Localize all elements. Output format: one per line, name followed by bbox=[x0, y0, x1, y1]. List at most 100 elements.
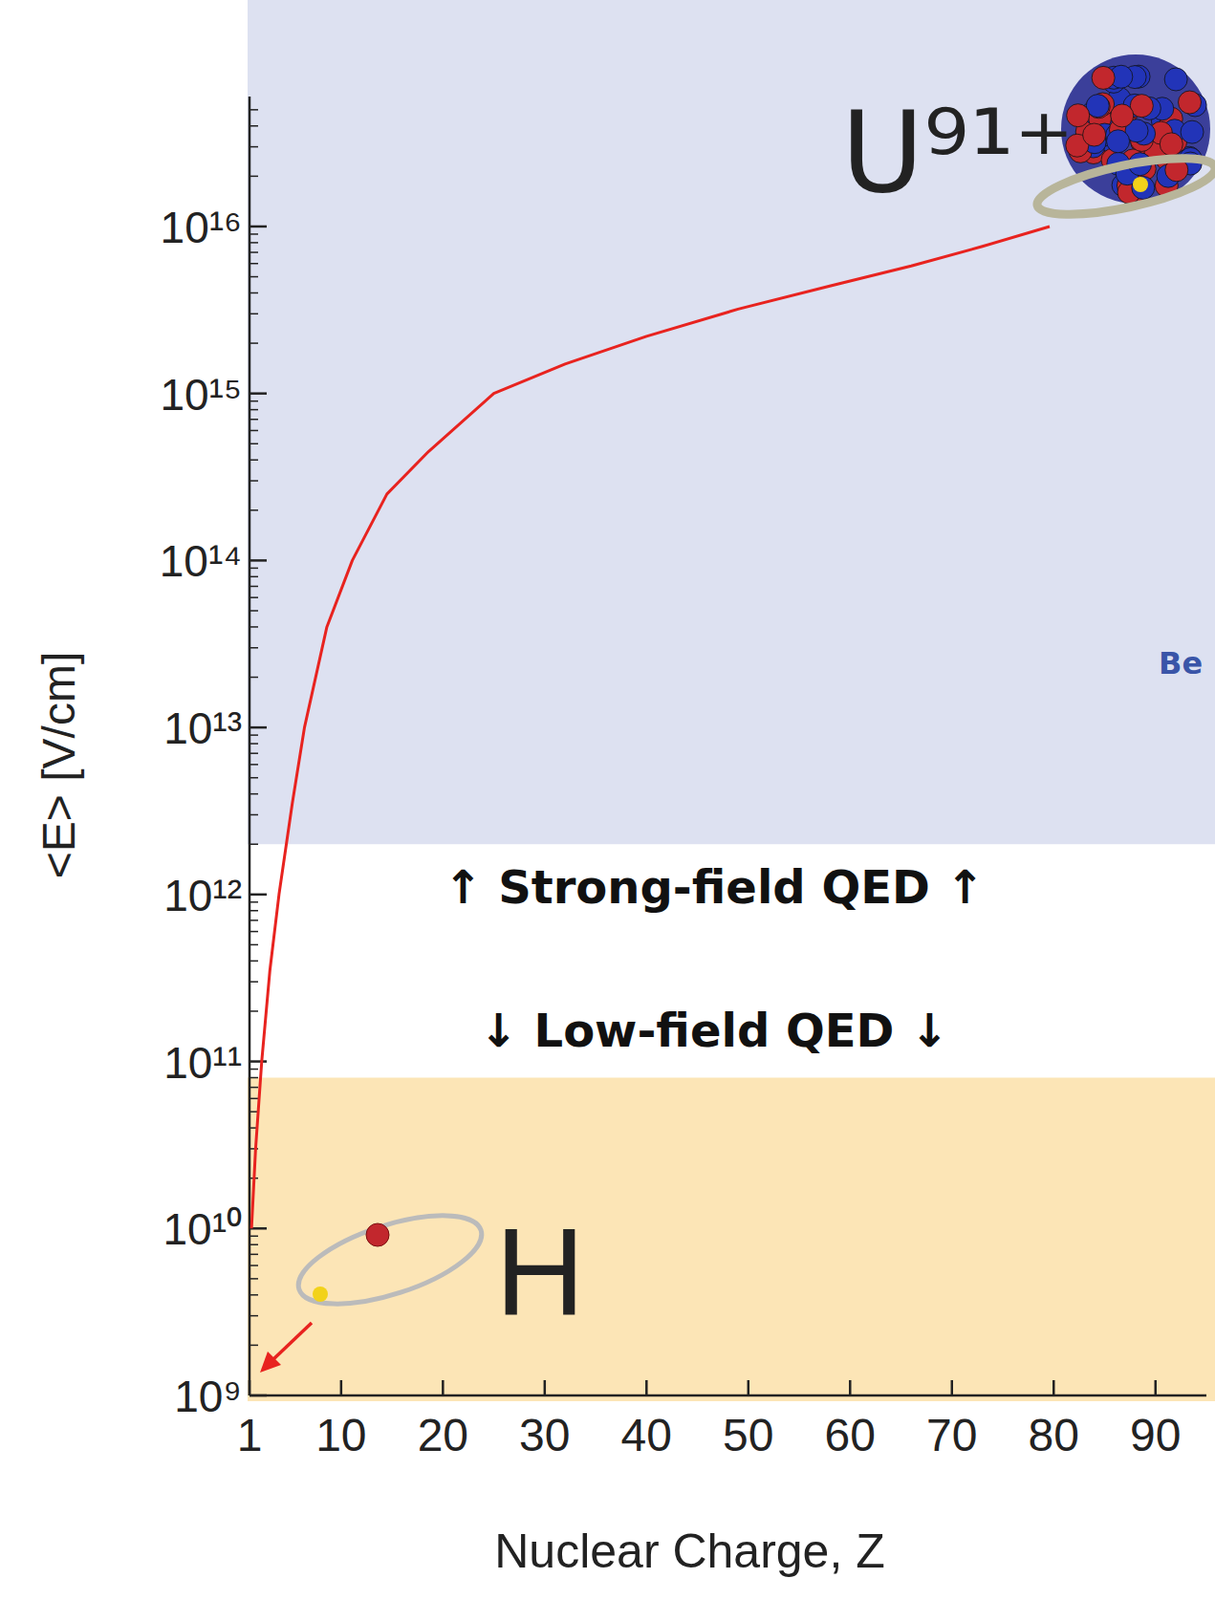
y-minor-tick bbox=[249, 1068, 259, 1071]
y-tick-label: 10¹⁶ bbox=[160, 202, 242, 253]
y-minor-tick bbox=[249, 108, 259, 111]
y-tick-label: 10¹¹ bbox=[163, 1038, 242, 1088]
x-tick bbox=[441, 1380, 445, 1396]
y-tick bbox=[249, 225, 267, 229]
x-tick bbox=[248, 1380, 252, 1396]
x-tick-label: 30 bbox=[519, 1410, 570, 1461]
y-minor-tick bbox=[249, 763, 259, 766]
y-tick bbox=[249, 391, 267, 395]
x-axis-line bbox=[249, 1394, 1207, 1398]
y-axis-title: <E> [V/cm] bbox=[33, 651, 85, 879]
electron bbox=[312, 1286, 328, 1302]
y-minor-tick bbox=[249, 777, 259, 780]
y-tick bbox=[249, 559, 267, 563]
x-tick-label: 70 bbox=[926, 1410, 977, 1461]
y-tick bbox=[249, 1060, 267, 1064]
y-tick-label: 10¹⁰ bbox=[163, 1204, 242, 1255]
partial-label: Be bbox=[1158, 645, 1203, 682]
y-minor-tick bbox=[249, 596, 259, 599]
x-tick-label: 20 bbox=[417, 1410, 469, 1461]
region-label: ↑ Strong-field QED ↑ bbox=[443, 860, 985, 914]
y-minor-tick bbox=[249, 342, 259, 345]
y-minor-tick bbox=[249, 609, 259, 612]
x-axis-title: Nuclear Charge, Z bbox=[494, 1524, 886, 1579]
y-minor-tick bbox=[249, 793, 259, 796]
chart: ↑ Strong-field QED ↑ ↓ Low-field QED ↓ Be 1… bbox=[0, 0, 1215, 1600]
y-minor-tick bbox=[249, 910, 259, 912]
y-minor-tick bbox=[249, 1294, 259, 1297]
y-minor-tick bbox=[249, 1098, 259, 1101]
y-minor-tick bbox=[249, 1243, 259, 1246]
x-tick-label: 80 bbox=[1028, 1410, 1080, 1461]
y-minor-tick bbox=[249, 980, 259, 983]
region-band bbox=[247, 0, 1215, 845]
nucleon bbox=[1106, 130, 1130, 153]
y-tick bbox=[249, 726, 267, 730]
y-minor-tick bbox=[249, 901, 259, 904]
y-minor-tick bbox=[249, 734, 259, 737]
x-tick-label: 90 bbox=[1129, 1410, 1181, 1461]
nucleon bbox=[1131, 175, 1155, 199]
y-minor-tick bbox=[249, 626, 259, 629]
x-tick bbox=[848, 1380, 852, 1396]
y-minor-tick bbox=[249, 409, 259, 412]
hydrogen-label: H bbox=[495, 1201, 586, 1342]
y-minor-tick bbox=[249, 1315, 259, 1318]
y-minor-tick bbox=[249, 509, 259, 512]
nucleon bbox=[1159, 132, 1183, 156]
y-minor-tick bbox=[249, 752, 259, 755]
x-tick bbox=[1154, 1380, 1158, 1396]
y-minor-tick bbox=[249, 175, 259, 178]
y-minor-tick bbox=[249, 676, 259, 679]
y-minor-tick bbox=[249, 1345, 259, 1347]
y-minor-tick bbox=[249, 1086, 259, 1089]
arrow-shaft bbox=[271, 1323, 312, 1362]
y-minor-tick bbox=[249, 1254, 259, 1257]
y-minor-tick bbox=[249, 1278, 259, 1281]
y-minor-tick bbox=[249, 443, 259, 446]
y-minor-tick bbox=[249, 430, 259, 433]
region-label: ↓ Low-field QED ↓ bbox=[479, 1003, 950, 1058]
y-minor-tick bbox=[249, 1010, 259, 1013]
x-tick-label: 60 bbox=[824, 1410, 876, 1461]
y-tick-label: 10¹⁴ bbox=[159, 536, 242, 586]
y-minor-tick bbox=[249, 146, 259, 149]
uranium-label: U⁹¹⁺ bbox=[841, 86, 1074, 218]
nucleon bbox=[1164, 67, 1188, 91]
x-tick-label: 10 bbox=[315, 1410, 367, 1461]
y-minor-tick bbox=[249, 576, 259, 579]
nucleon bbox=[1083, 123, 1107, 147]
x-tick-label: 40 bbox=[621, 1410, 673, 1461]
x-tick bbox=[951, 1380, 955, 1396]
y-tick-label: 10¹⁵ bbox=[159, 369, 242, 420]
x-tick-label: 50 bbox=[722, 1410, 774, 1461]
pointer-arrow bbox=[260, 1323, 312, 1373]
y-minor-tick bbox=[249, 458, 259, 461]
y-minor-tick bbox=[249, 585, 259, 588]
y-minor-tick bbox=[249, 931, 259, 933]
y-minor-tick bbox=[249, 960, 259, 963]
y-minor-tick bbox=[249, 292, 259, 295]
y-axis-line bbox=[248, 96, 252, 1396]
y-minor-tick bbox=[249, 479, 259, 482]
y-minor-tick bbox=[249, 814, 259, 817]
y-minor-tick bbox=[249, 262, 259, 265]
y-minor-tick bbox=[249, 125, 259, 128]
proton bbox=[366, 1223, 390, 1247]
y-tick bbox=[249, 1394, 267, 1398]
y-minor-tick bbox=[249, 647, 259, 650]
y-minor-tick bbox=[249, 276, 259, 279]
x-tick bbox=[1052, 1380, 1056, 1396]
field-curve bbox=[251, 226, 1050, 1229]
y-minor-tick bbox=[249, 944, 259, 947]
arrow-head bbox=[260, 1351, 282, 1373]
hydrogen-atom bbox=[288, 1197, 492, 1323]
y-minor-tick bbox=[249, 1077, 259, 1080]
nucleon bbox=[1091, 65, 1115, 89]
y-minor-tick bbox=[249, 241, 259, 244]
electron bbox=[1132, 176, 1149, 193]
y-minor-tick bbox=[249, 313, 259, 316]
y-minor-tick bbox=[249, 1236, 259, 1238]
y-minor-tick bbox=[249, 233, 259, 236]
y-minor-tick bbox=[249, 418, 259, 421]
